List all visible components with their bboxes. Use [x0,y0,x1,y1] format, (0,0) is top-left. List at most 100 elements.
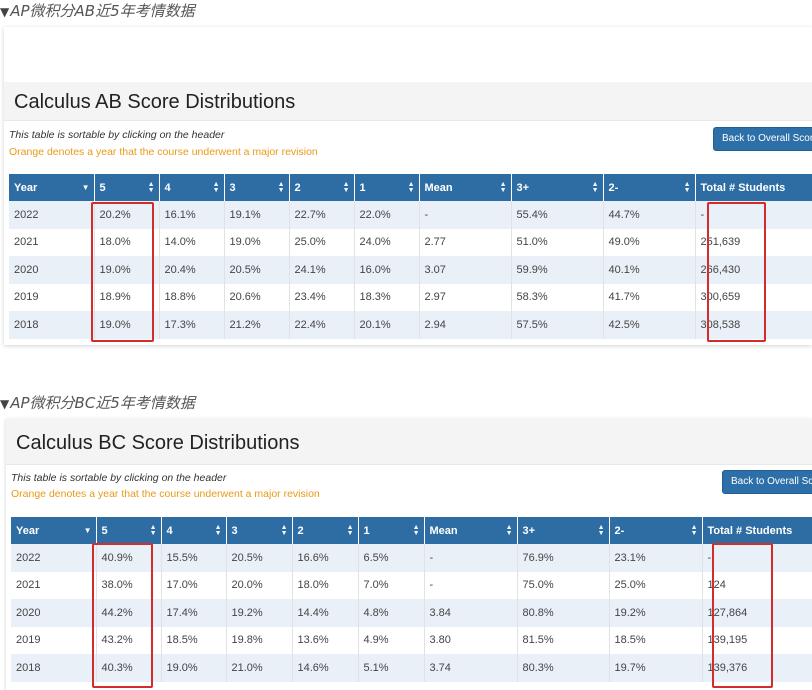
sort-desc-icon: ▼ [81,182,90,192]
sort-icon: ▲ ▼ [280,523,288,537]
table-cell: 20.0% [226,571,293,599]
column-header-label: 1 [359,181,366,194]
table-row: 2020 44.2% 17.4% 19.2% 14.4% 4.8% 3.84 80.8% 19.… [11,599,812,627]
column-header-label: 4 [166,524,173,537]
column-header[interactable]: Total # Students [695,174,812,201]
table-cell: 40.3% [96,654,162,682]
table-cell: 49.0% [603,228,696,256]
table-cell: 18.9% [94,283,160,311]
table-cell: 2019 [11,626,97,654]
sort-icon: ▲ ▼ [342,180,350,194]
table-cell: 4.9% [358,626,425,654]
table-cell: 20.4% [159,256,225,284]
table-cell: 20.5% [226,544,293,572]
column-header[interactable]: 1 ▲ ▼ [354,174,420,201]
column-header[interactable]: 3 ▲ ▼ [226,517,293,544]
column-header[interactable]: 4 ▲ ▼ [161,517,227,544]
table-cell: - [424,571,518,599]
table-cell: 2.97 [419,283,512,311]
table-cell: 80.3% [517,654,610,682]
back-to-overall-button[interactable]: Back to Overall Scores [713,127,812,151]
table-cell: 16.0% [354,256,420,284]
table-cell: 14.0% [159,228,225,256]
table-row: 2022 20.2% 16.1% 19.1% 22.7% 22.0% -55.4% 44.7%… [9,201,812,229]
table-cell: 19.8% [226,626,293,654]
table-cell: 59.9% [511,256,604,284]
column-header[interactable]: 5 ▲ ▼ [94,174,160,201]
table-cell: 19.1% [224,201,290,229]
table-cell: 3.74 [424,654,518,682]
column-header[interactable]: 2- ▲ ▼ [603,174,696,201]
column-header[interactable]: 5 ▲ ▼ [96,517,162,544]
table-cell: 51.0% [511,228,604,256]
table-cell: 58.3% [511,283,604,311]
column-header[interactable]: 4 ▲ ▼ [159,174,225,201]
section-caption-bc: ▼AP微积分BC近5年考情数据 [0,394,195,412]
section-caption-ab: ▼AP微积分AB近5年考情数据 [0,2,195,20]
column-header[interactable]: Total # Students [702,517,812,544]
table-cell: 2022 [9,201,95,229]
table-cell: 41.7% [603,283,696,311]
table-cell: - [695,201,812,229]
table-cell: 17.3% [159,311,225,339]
table-cell: 15.5% [161,544,227,572]
table-cell: 24.1% [289,256,355,284]
table-cell: - [424,544,518,572]
column-header-label: Total # Students [707,524,793,537]
sort-icon: ▲ ▼ [597,523,605,537]
table-cell: 22.4% [289,311,355,339]
column-header-label: 4 [164,181,171,194]
column-header-label: 3 [229,181,236,194]
table-cell: 124 [702,571,812,599]
column-header[interactable]: 2 ▲ ▼ [289,174,355,201]
table-cell: 42.5% [603,311,696,339]
sortable-note: This table is sortable by clicking on th… [11,472,227,484]
sort-icon: ▲ ▼ [149,523,157,537]
column-header[interactable]: 3+ ▲ ▼ [517,517,610,544]
page-title: Calculus BC Score Distributions [16,432,300,454]
table-cell: 25.0% [289,228,355,256]
column-header[interactable]: 2- ▲ ▼ [609,517,703,544]
triangle-down-icon: ▼ [0,397,10,411]
table-cell: 4.8% [358,599,425,627]
back-to-overall-button[interactable]: Back to Overall Scores [722,470,812,494]
table-cell: 57.5% [511,311,604,339]
table-cell: 17.0% [161,571,227,599]
table-cell: 18.5% [609,626,703,654]
column-header[interactable]: 3+ ▲ ▼ [511,174,604,201]
table-cell: 44.2% [96,599,162,627]
column-header[interactable]: Year ▼ [9,174,95,201]
table-cell: 2019 [9,283,95,311]
column-header[interactable]: 2 ▲ ▼ [292,517,359,544]
column-header-label: 2- [608,181,619,194]
column-header[interactable]: Mean ▲ ▼ [419,174,512,201]
column-header-label: Year [16,524,40,537]
sort-desc-icon: ▼ [83,525,92,535]
column-header-label: 3+ [522,524,536,537]
column-header-label: 5 [99,181,106,194]
column-header-label: 5 [101,524,108,537]
column-header[interactable]: Mean ▲ ▼ [424,517,518,544]
table-row: 2021 18.0% 14.0% 19.0% 25.0% 24.0% 2.77 51.0% 49… [9,228,812,256]
revision-note: Orange denotes a year that the course un… [9,146,318,158]
table-cell: 139,376 [702,654,812,682]
table-cell: 22.7% [289,201,355,229]
column-header[interactable]: Year ▼ [11,517,97,544]
column-header[interactable]: 3 ▲ ▼ [224,174,290,201]
table-cell: 44.7% [603,201,696,229]
table-row: 2019 18.9% 18.8% 20.6% 23.4% 18.3% 2.97 58.3% 41… [9,283,812,311]
table-cell: 20.6% [224,283,290,311]
column-header-label: 3 [231,524,238,537]
table-cell: 7.0% [358,571,425,599]
panel-header: Calculus AB Score Distributions [4,27,812,121]
table-cell: 19.2% [226,599,293,627]
table-cell: 25.0% [609,571,703,599]
table-cell: 2020 [11,599,97,627]
sort-icon: ▲ ▼ [591,180,599,194]
table-cell: - [419,201,512,229]
table-cell: 20.1% [354,311,420,339]
sort-icon: ▲ ▼ [212,180,220,194]
table-cell: 2.77 [419,228,512,256]
sort-icon: ▲ ▼ [214,523,222,537]
column-header[interactable]: 1 ▲ ▼ [358,517,425,544]
